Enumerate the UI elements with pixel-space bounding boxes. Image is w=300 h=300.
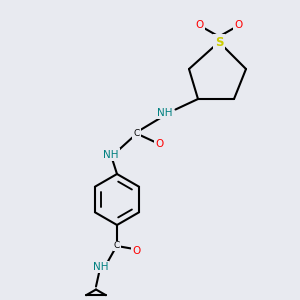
Text: O: O bbox=[132, 245, 141, 256]
Text: O: O bbox=[234, 20, 243, 31]
Text: C: C bbox=[114, 242, 120, 250]
Text: O: O bbox=[155, 139, 163, 149]
Text: S: S bbox=[215, 35, 223, 49]
Text: NH: NH bbox=[157, 107, 173, 118]
Text: C: C bbox=[134, 129, 140, 138]
Text: NH: NH bbox=[93, 262, 108, 272]
Text: O: O bbox=[195, 20, 204, 31]
Text: NH: NH bbox=[103, 149, 119, 160]
